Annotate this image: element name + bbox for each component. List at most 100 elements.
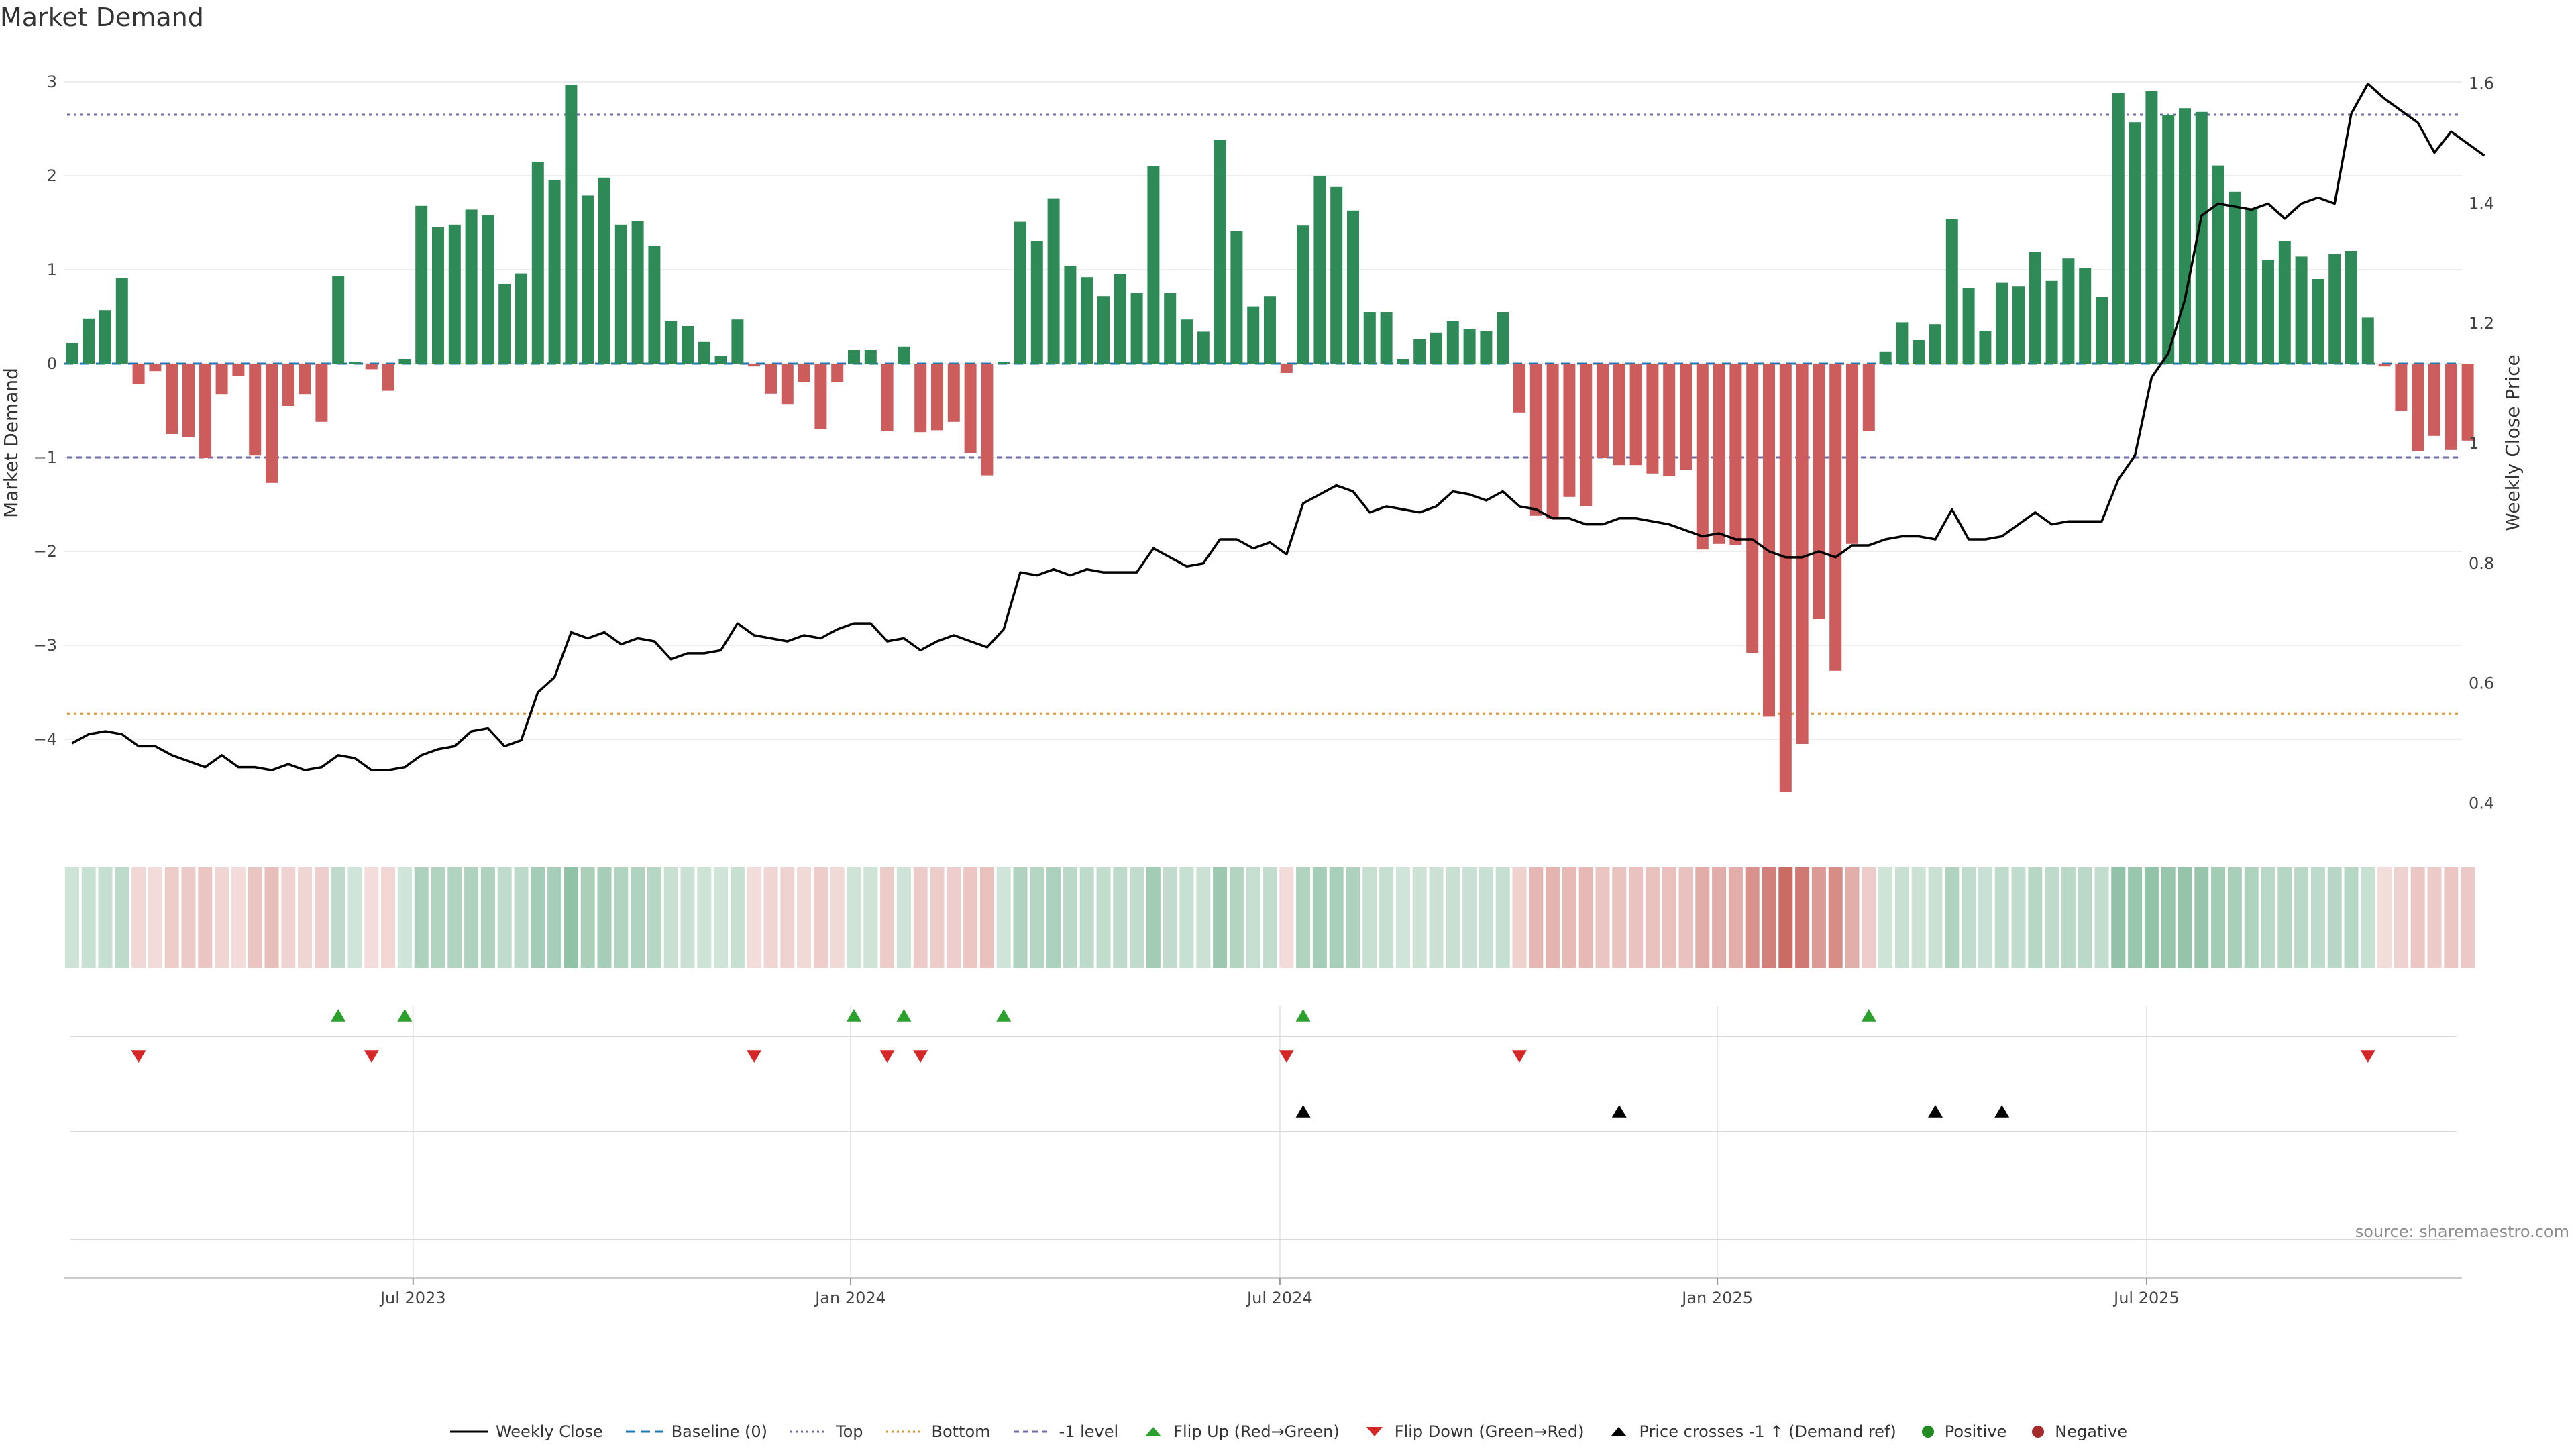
- demand-bar: [1130, 293, 1143, 364]
- heat-cell: [1429, 867, 1444, 968]
- demand-bar: [1846, 364, 1858, 544]
- heat-cell: [531, 867, 545, 968]
- heat-cell: [1862, 867, 1876, 968]
- demand-bar: [83, 318, 95, 364]
- legend-label: Baseline (0): [671, 1422, 767, 1441]
- heat-cell: [2277, 867, 2292, 968]
- heat-cell: [880, 867, 895, 968]
- demand-bar: [848, 350, 860, 364]
- heat-cell: [1229, 867, 1244, 968]
- heat-cell: [1945, 867, 1960, 968]
- heat-cell: [2178, 867, 2192, 968]
- heat-cell: [181, 867, 196, 968]
- heat-cell: [979, 867, 994, 968]
- demand-bar: [1280, 364, 1293, 373]
- heat-cell: [663, 867, 678, 968]
- heat-cell: [797, 867, 812, 968]
- heat-cell: [2327, 867, 2342, 968]
- demand-bar: [1347, 210, 1359, 364]
- demand-bar: [1413, 339, 1426, 364]
- demand-bar: [1297, 225, 1309, 364]
- demand-bar: [665, 321, 678, 364]
- heat-cell: [2294, 867, 2309, 968]
- demand-bar: [2162, 115, 2175, 364]
- heat-cell: [1362, 867, 1377, 968]
- demand-bar: [1363, 312, 1376, 364]
- demand-bar: [2412, 364, 2424, 451]
- demand-bar: [482, 215, 494, 364]
- demand-bar: [814, 364, 827, 429]
- heat-cell: [1196, 867, 1211, 968]
- demand-bar: [548, 180, 561, 364]
- demand-bar: [448, 224, 461, 364]
- heat-cell: [431, 867, 445, 968]
- heat-cell: [747, 867, 761, 968]
- demand-bar: [1713, 364, 1725, 544]
- heat-cell: [1762, 867, 1776, 968]
- heat-cell: [1795, 867, 1810, 968]
- y2-tick-label: 0.4: [2469, 794, 2494, 812]
- heat-cell: [1778, 867, 1793, 968]
- demand-bar: [1097, 296, 1110, 364]
- heat-cell: [2244, 867, 2259, 968]
- heat-cell: [1811, 867, 1826, 968]
- heat-cell: [1662, 867, 1676, 968]
- legend-item: Price crosses -1 ↑ (Demand ref): [1605, 1422, 1896, 1441]
- heat-cell: [347, 867, 362, 968]
- level-lines: [64, 113, 2462, 715]
- demand-bar: [1929, 324, 1941, 364]
- heat-cell: [1629, 867, 1644, 968]
- heat-cell: [2361, 867, 2375, 968]
- demand-bar: [1030, 241, 1043, 364]
- demand-bar: [1613, 364, 1625, 466]
- demand-bar: [432, 227, 444, 364]
- flip-up-marker: [397, 1009, 413, 1022]
- demand-bar: [2245, 209, 2258, 364]
- demand-bar: [2378, 364, 2391, 367]
- demand-bar: [864, 350, 877, 364]
- heat-cell: [364, 867, 379, 968]
- demand-bar: [1680, 364, 1692, 470]
- legend-item: Weekly Close: [449, 1422, 603, 1441]
- heat-cell: [2394, 867, 2408, 968]
- heat-cell: [2310, 867, 2325, 968]
- demand-bar: [1646, 364, 1659, 474]
- heat-cell: [497, 867, 512, 968]
- demand-bar: [765, 364, 777, 394]
- demand-bar: [2312, 279, 2324, 364]
- heat-cell: [1994, 867, 2009, 968]
- y2-tick-label: 1.2: [2469, 314, 2494, 333]
- heat-cell: [314, 867, 329, 968]
- source-note: source: sharemaestro.com: [2355, 1222, 2569, 1241]
- demand-bar: [1446, 321, 1459, 364]
- demand-bar: [1580, 364, 1593, 506]
- heat-cell: [647, 867, 661, 968]
- heat-cell: [1346, 867, 1360, 968]
- demand-bar: [1164, 293, 1177, 364]
- demand-bar: [1945, 219, 1958, 364]
- heat-cell: [1279, 867, 1294, 968]
- flip-up-marker: [1295, 1009, 1311, 1022]
- heat-cell: [1296, 867, 1311, 968]
- demand-bar: [2129, 122, 2141, 364]
- demand-bar: [1014, 221, 1026, 364]
- demand-bar: [582, 195, 594, 364]
- demand-bar: [2079, 268, 2092, 364]
- demand-bar: [1463, 329, 1476, 364]
- heat-cell: [763, 867, 778, 968]
- heat-cell: [1412, 867, 1427, 968]
- heat-cell: [1578, 867, 1593, 968]
- demand-bar: [1181, 319, 1193, 364]
- heat-cell: [281, 867, 296, 968]
- demand-bar: [2029, 252, 2041, 364]
- heat-cell: [597, 867, 612, 968]
- demand-bar: [964, 364, 977, 453]
- demand-bar: [199, 364, 211, 458]
- heat-cell: [547, 867, 562, 968]
- heat-cell: [714, 867, 729, 968]
- price-cross-marker: [1611, 1105, 1627, 1118]
- x-tick-label: Jul 2025: [2112, 1289, 2180, 1307]
- flip-down-marker: [1279, 1050, 1294, 1063]
- heat-cell: [1079, 867, 1094, 968]
- demand-bar: [798, 364, 810, 382]
